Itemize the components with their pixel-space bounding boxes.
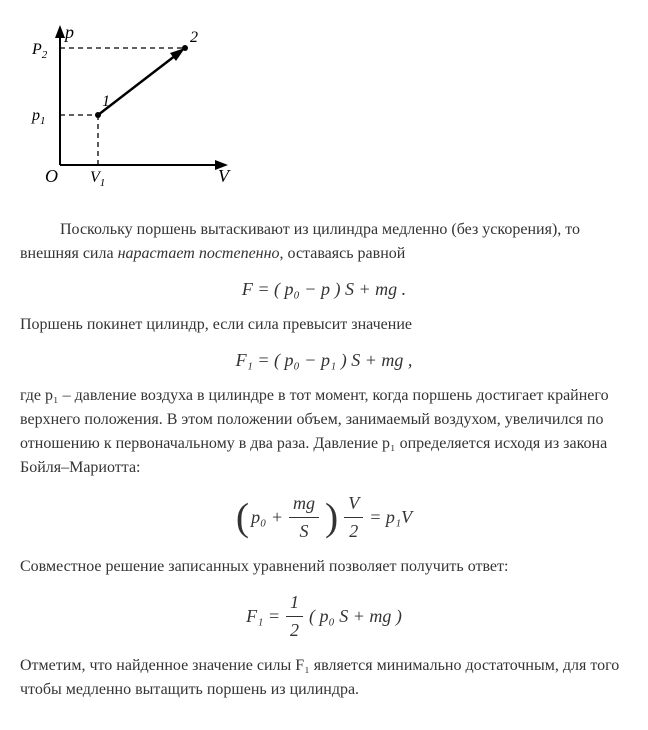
p1-text-c: , оставаясь равной [280, 245, 406, 262]
equation-4: F₁ = 1 2 ( p₀ S + mg ) [20, 589, 628, 644]
p3-text: где p₁ – давление воздуха в цилиндре в т… [20, 387, 609, 476]
eq3-frac1-den: S [296, 518, 313, 545]
pv-graph: O p V 1 2 p1 P2 V1 [20, 20, 628, 198]
eq2-text: F₁ = ( p₀ − p₁ ) S + mg , [236, 350, 413, 370]
origin-label: O [45, 166, 58, 186]
paragraph-2: Поршень покинет цилиндр, если сила превы… [20, 313, 628, 337]
eq3-frac2-den: 2 [345, 518, 362, 545]
x-axis-label: V [218, 166, 231, 186]
eq3-left-a: p₀ + [251, 504, 283, 531]
eq4-frac-num: 1 [286, 589, 303, 617]
p4-text: Совместное решение записанных уравнений … [20, 558, 508, 575]
eq4-rhs: ( p₀ S + mg ) [309, 603, 402, 630]
equation-1: F = ( p₀ − p ) S + mg . [20, 276, 628, 303]
eq3-frac1-num: mg [289, 490, 319, 518]
svg-text:P2: P2 [31, 41, 48, 61]
equation-2: F₁ = ( p₀ − p₁ ) S + mg , [20, 347, 628, 374]
eq1-text: F = ( p₀ − p ) S + mg . [242, 279, 406, 299]
p5-text: Отметим, что найденное значение силы F₁ … [20, 657, 619, 698]
paragraph-5: Отметим, что найденное значение силы F₁ … [20, 654, 628, 702]
eq3-right: = p₁V [369, 504, 412, 531]
y-axis-label: p [63, 22, 74, 42]
point-1-label: 1 [102, 93, 110, 110]
svg-text:V1: V1 [90, 169, 105, 189]
paragraph-1: Поскольку поршень вытаскивают из цилиндр… [20, 218, 628, 266]
equation-3: ( p₀ + mg S ) V 2 = p₁V [20, 490, 628, 545]
point-2-label: 2 [190, 29, 198, 46]
eq4-frac-den: 2 [286, 617, 303, 644]
paragraph-4: Совместное решение записанных уравнений … [20, 555, 628, 579]
paragraph-3: где p₁ – давление воздуха в цилиндре в т… [20, 384, 628, 480]
svg-text:p1: p1 [31, 107, 46, 127]
eq3-frac2-num: V [344, 490, 363, 518]
p2-text: Поршень покинет цилиндр, если сила превы… [20, 316, 412, 333]
p1-text-b: нарастает постепенно [118, 245, 280, 262]
eq4-lhs: F₁ = [246, 603, 280, 630]
